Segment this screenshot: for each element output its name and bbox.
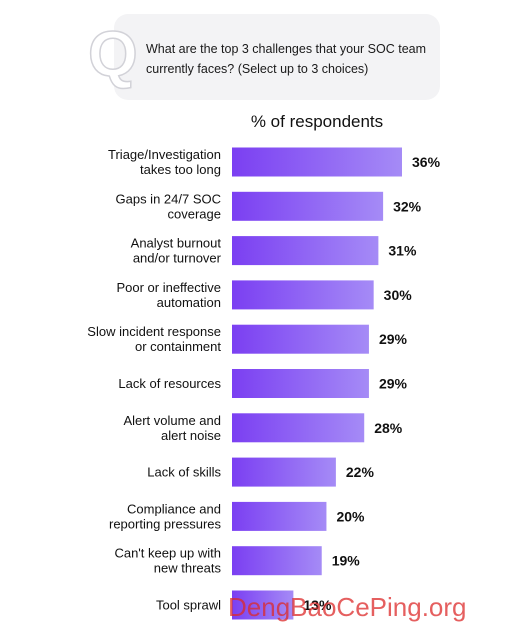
bar-value-label: 13% [303, 597, 332, 613]
bar [232, 457, 336, 487]
bar [232, 280, 374, 310]
category-label: Triage/Investigation takes too long [108, 147, 221, 177]
category-label: Gaps in 24/7 SOC coverage [116, 191, 222, 221]
bar [232, 590, 294, 620]
bar [232, 546, 322, 576]
bar-value-label: 36% [412, 154, 441, 170]
category-label: Compliance and reporting pressures [109, 501, 221, 531]
bar-value-label: 28% [374, 420, 403, 436]
category-label: Can't keep up with new threats [114, 546, 221, 576]
category-label: Alert volume and alert noise [123, 413, 221, 443]
category-label: Slow incident response or containment [87, 324, 221, 354]
bar [232, 413, 365, 443]
question-card [114, 14, 440, 100]
chart-title: % of respondents [250, 112, 384, 131]
bar-value-label: 29% [379, 376, 408, 392]
watermark-text: DengBaoCePing.org [228, 592, 467, 622]
bar [232, 324, 369, 354]
bar [232, 501, 327, 531]
category-label: Lack of skills [147, 465, 221, 480]
category-label: Tool sprawl [156, 598, 221, 613]
bar-value-label: 31% [388, 243, 417, 259]
bar-value-label: 22% [346, 464, 375, 480]
bar [232, 147, 402, 177]
bar [232, 369, 369, 398]
category-label: Analyst burnout and/or turnover [131, 236, 222, 266]
bar-value-label: 20% [336, 508, 365, 524]
bar [232, 191, 384, 221]
category-label: Lack of resources [118, 376, 221, 391]
question-q-icon: Q [87, 18, 138, 90]
bar-value-label: 19% [332, 553, 361, 569]
category-label: Poor or ineffective automation [116, 280, 221, 310]
bar [232, 236, 379, 266]
question-text: What are the top 3 challenges that your … [146, 42, 427, 76]
bar-value-label: 30% [384, 287, 413, 303]
bar-value-label: 32% [393, 198, 422, 214]
bar-value-label: 29% [379, 331, 408, 347]
